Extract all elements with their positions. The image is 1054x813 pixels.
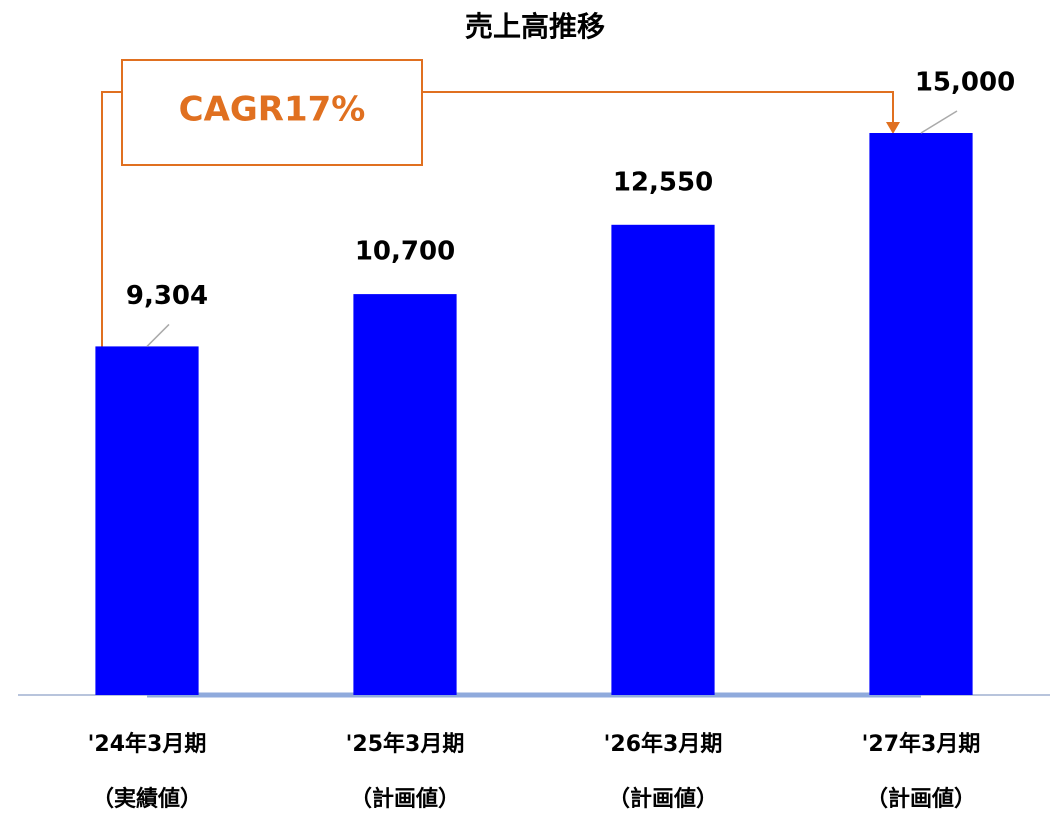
connector <box>422 91 894 124</box>
x-tick-label: '25年3月期 <box>346 731 465 757</box>
x-tick-label: （計画値） <box>350 786 460 812</box>
annotation-box <box>121 59 423 166</box>
annotation: CAGR17% <box>179 90 366 130</box>
bar <box>95 346 199 695</box>
x-tick-label: （実績値） <box>92 786 202 812</box>
x-tick-label: '26年3月期 <box>604 731 723 757</box>
bar <box>611 224 715 695</box>
data-label: 9,304 <box>126 281 208 311</box>
x-tick-label: （計画値） <box>866 786 976 812</box>
x-tick-label: （計画値） <box>608 786 718 812</box>
arrow-head <box>886 122 900 134</box>
data-label: 12,550 <box>613 167 713 197</box>
leader-line <box>920 110 958 134</box>
leader-line <box>146 323 170 347</box>
bar <box>353 294 457 695</box>
chart-title: 売上高推移 <box>465 10 605 43</box>
data-label: 10,700 <box>355 237 455 267</box>
x-tick-label: '24年3月期 <box>88 731 207 757</box>
data-label: 15,000 <box>915 68 1015 98</box>
x-tick-label: '27年3月期 <box>862 731 981 757</box>
connector <box>101 91 122 347</box>
bar <box>869 133 973 695</box>
